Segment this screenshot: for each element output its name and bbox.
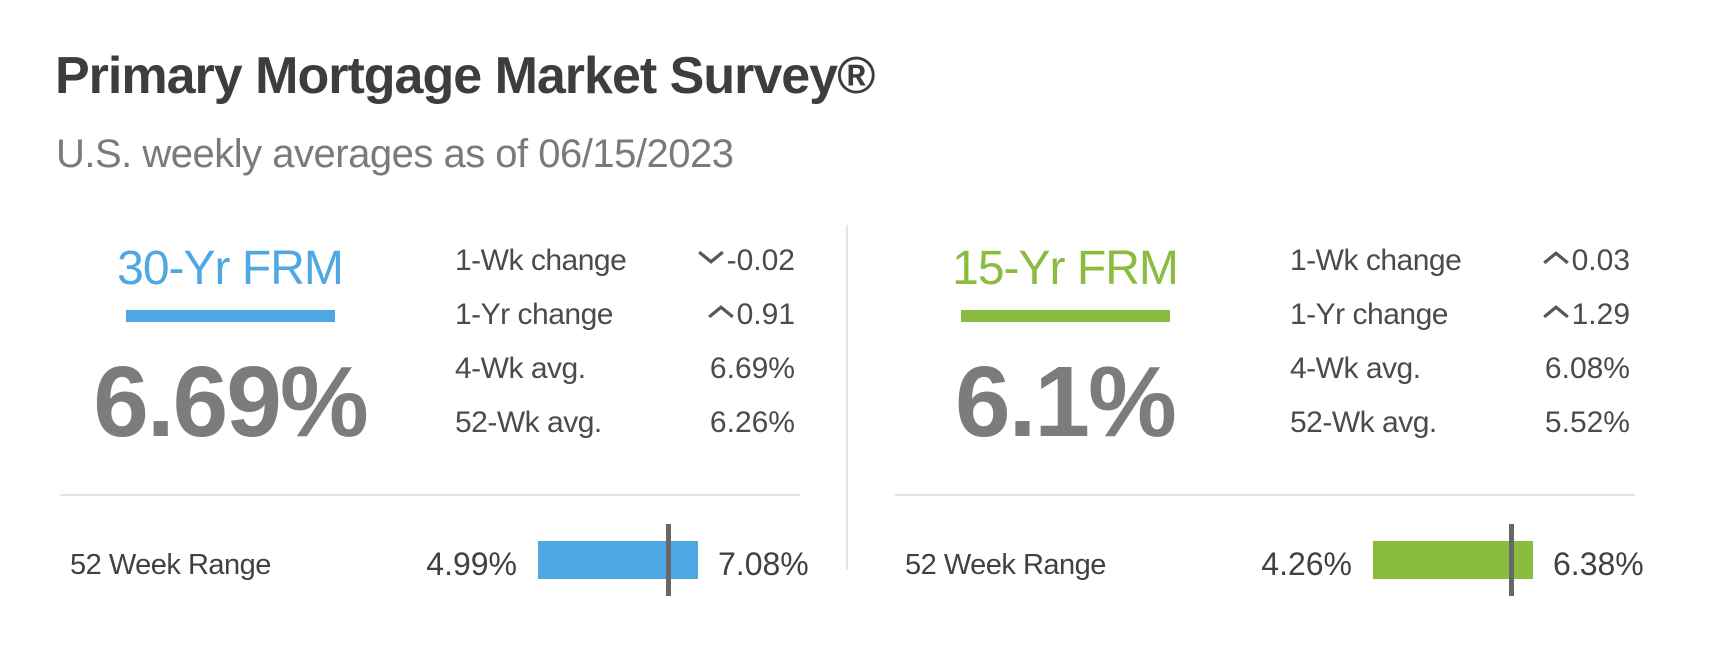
chevron-up-icon	[707, 304, 735, 319]
current-rate-marker	[665, 524, 671, 596]
stat-label: 4-Wk avg.	[1290, 352, 1421, 385]
stats-list: 1-Wk change 0.03 1-Yr change 1.29	[1290, 234, 1630, 450]
stat-value: 6.26%	[710, 406, 795, 440]
stat-number: 0.91	[736, 298, 795, 331]
stats-list: 1-Wk change -0.02 1-Yr change 0.91	[455, 234, 795, 450]
panel-divider	[60, 494, 800, 496]
stat-row-4wk-avg: 4-Wk avg. 6.08%	[1290, 342, 1630, 396]
stat-label: 1-Yr change	[1290, 298, 1448, 331]
rate-title: 30-Yr FRM	[117, 242, 344, 295]
stat-value: 6.69%	[710, 352, 795, 386]
stat-value: 1.29	[1542, 298, 1630, 332]
panel-30yr-frm: 30-Yr FRM 6.69% 1-Wk change -0.02 1-Yr c…	[55, 205, 809, 650]
range-bar	[1373, 524, 1533, 596]
range-label: 52 Week Range	[70, 549, 271, 581]
rate-underline-bar	[961, 310, 1170, 322]
rate-title: 15-Yr FRM	[952, 242, 1179, 295]
stat-row-4wk-avg: 4-Wk avg. 6.69%	[455, 342, 795, 396]
rate-underline-bar	[126, 310, 335, 322]
stat-number: 6.69%	[709, 352, 795, 385]
stat-value: 0.03	[1542, 244, 1630, 278]
stat-label: 4-Wk avg.	[455, 352, 586, 385]
stat-number: 6.08%	[1544, 352, 1630, 385]
stat-number: 6.26%	[709, 406, 795, 439]
page-subtitle: U.S. weekly averages as of 06/15/2023	[56, 132, 734, 176]
page-title: Primary Mortgage Market Survey®	[55, 47, 875, 105]
range-min-value: 4.26%	[1261, 546, 1352, 582]
range-bar	[538, 524, 698, 596]
stat-value: 6.08%	[1545, 352, 1630, 386]
chevron-down-icon	[697, 250, 725, 265]
stat-number: 0.03	[1571, 244, 1630, 277]
stat-value: -0.02	[697, 244, 795, 278]
chevron-up-icon	[1542, 250, 1570, 265]
range-label: 52 Week Range	[905, 549, 1106, 581]
stat-label: 1-Yr change	[455, 298, 613, 331]
stat-label: 1-Wk change	[1290, 244, 1462, 277]
stat-label: 52-Wk avg.	[455, 406, 602, 439]
stat-value: 5.52%	[1545, 406, 1630, 440]
current-rate: 6.69%	[93, 346, 369, 458]
current-rate: 6.1%	[955, 346, 1177, 458]
vertical-divider	[846, 225, 848, 570]
stat-row-1yr-change: 1-Yr change 1.29	[1290, 288, 1630, 342]
stat-row-1wk-change: 1-Wk change 0.03	[1290, 234, 1630, 288]
range-min-value: 4.99%	[426, 546, 517, 582]
stat-row-1wk-change: 1-Wk change -0.02	[455, 234, 795, 288]
stat-row-52wk-avg: 52-Wk avg. 5.52%	[1290, 396, 1630, 450]
stat-number: 5.52%	[1544, 406, 1630, 439]
chevron-up-icon	[1542, 304, 1570, 319]
stat-label: 52-Wk avg.	[1290, 406, 1437, 439]
stat-value: 0.91	[707, 298, 795, 332]
stat-number: -0.02	[726, 244, 795, 277]
panel-15yr-frm: 15-Yr FRM 6.1% 1-Wk change 0.03 1-Yr cha…	[890, 205, 1644, 650]
stat-row-1yr-change: 1-Yr change 0.91	[455, 288, 795, 342]
stat-row-52wk-avg: 52-Wk avg. 6.26%	[455, 396, 795, 450]
current-rate-marker	[1509, 524, 1515, 596]
range-max-value: 7.08%	[718, 546, 809, 582]
panel-divider	[895, 494, 1635, 496]
stat-number: 1.29	[1571, 298, 1630, 331]
stat-label: 1-Wk change	[455, 244, 627, 277]
range-max-value: 6.38%	[1553, 546, 1644, 582]
